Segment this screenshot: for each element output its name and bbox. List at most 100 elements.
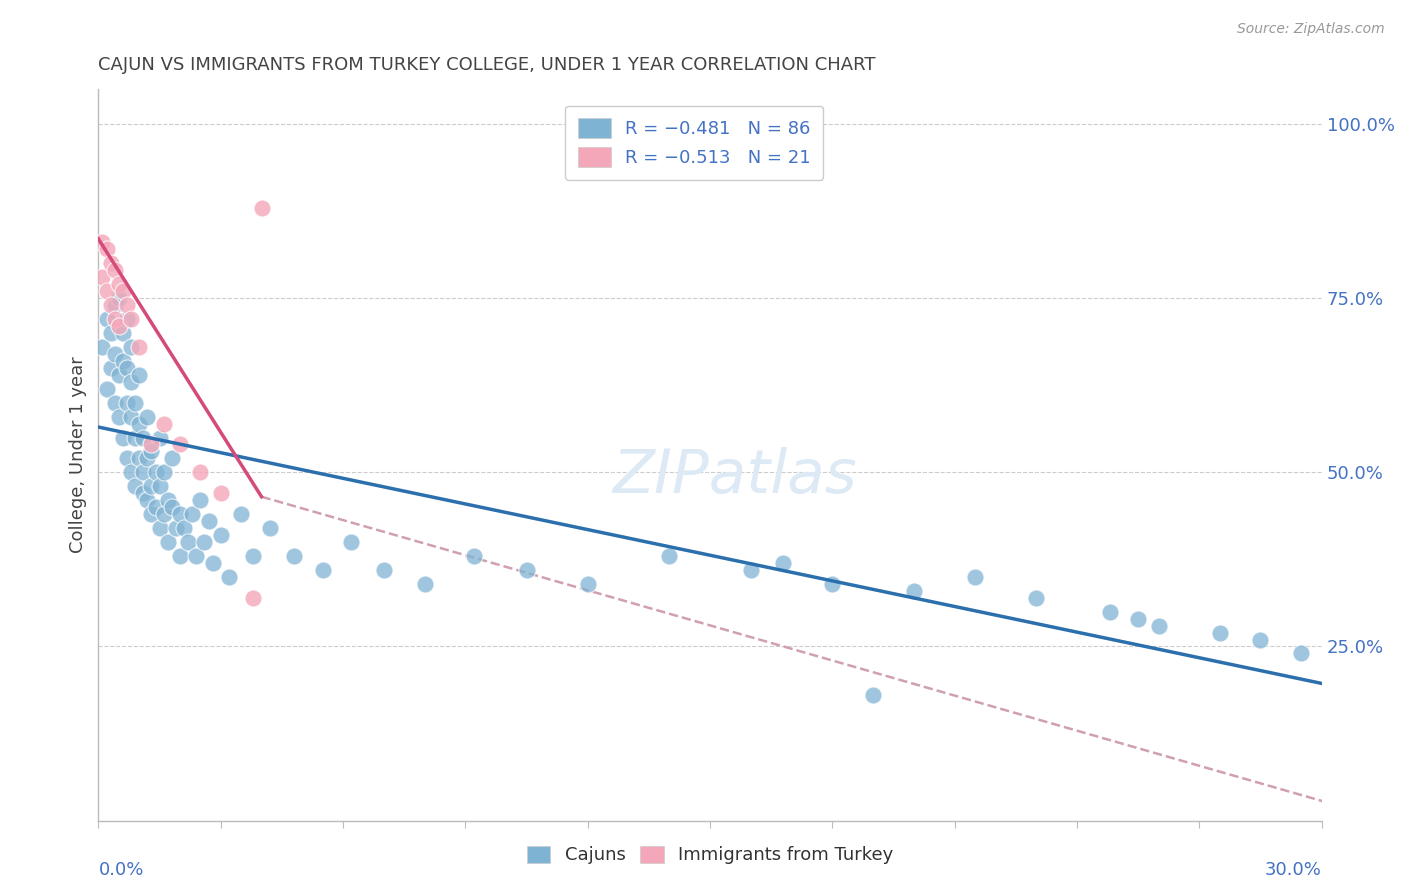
Point	[132, 486, 155, 500]
Point	[111, 430, 134, 444]
Point	[373, 563, 395, 577]
Point	[177, 535, 200, 549]
Point	[516, 563, 538, 577]
Point	[120, 340, 142, 354]
Point	[104, 312, 127, 326]
Legend: Cajuns, Immigrants from Turkey: Cajuns, Immigrants from Turkey	[520, 838, 900, 871]
Point	[209, 528, 232, 542]
Point	[108, 291, 131, 305]
Point	[115, 312, 138, 326]
Point	[132, 430, 155, 444]
Point	[156, 493, 179, 508]
Point	[903, 583, 925, 598]
Point	[111, 326, 134, 340]
Point	[111, 284, 134, 298]
Point	[149, 521, 172, 535]
Y-axis label: College, Under 1 year: College, Under 1 year	[69, 357, 87, 553]
Point	[283, 549, 305, 563]
Point	[181, 507, 204, 521]
Point	[169, 437, 191, 451]
Point	[120, 375, 142, 389]
Point	[169, 507, 191, 521]
Point	[120, 409, 142, 424]
Point	[165, 521, 187, 535]
Point	[96, 312, 118, 326]
Point	[108, 368, 131, 382]
Point	[111, 354, 134, 368]
Point	[104, 395, 127, 409]
Point	[201, 556, 224, 570]
Point	[141, 437, 163, 451]
Point	[145, 500, 167, 515]
Point	[231, 507, 253, 521]
Point	[149, 479, 172, 493]
Point	[128, 451, 150, 466]
Point	[128, 368, 150, 382]
Point	[152, 466, 174, 480]
Point	[141, 444, 163, 458]
Point	[91, 340, 114, 354]
Point	[242, 591, 264, 605]
Point	[115, 298, 138, 312]
Point	[100, 360, 122, 375]
Point	[821, 576, 844, 591]
Text: CAJUN VS IMMIGRANTS FROM TURKEY COLLEGE, UNDER 1 YEAR CORRELATION CHART: CAJUN VS IMMIGRANTS FROM TURKEY COLLEGE,…	[98, 56, 876, 74]
Point	[124, 479, 146, 493]
Point	[156, 535, 179, 549]
Text: 0.0%: 0.0%	[98, 861, 143, 879]
Point	[132, 466, 155, 480]
Point	[658, 549, 681, 563]
Point	[96, 284, 118, 298]
Point	[160, 500, 183, 515]
Point	[128, 340, 150, 354]
Point	[772, 556, 794, 570]
Point	[100, 326, 122, 340]
Point	[209, 486, 232, 500]
Point	[124, 430, 146, 444]
Point	[413, 576, 436, 591]
Text: Source: ZipAtlas.com: Source: ZipAtlas.com	[1237, 22, 1385, 37]
Point	[1291, 647, 1313, 661]
Point	[104, 347, 127, 361]
Point	[312, 563, 335, 577]
Point	[1128, 612, 1150, 626]
Text: ZIPatlas: ZIPatlas	[612, 448, 856, 507]
Point	[188, 466, 212, 480]
Point	[1147, 618, 1170, 632]
Point	[340, 535, 363, 549]
Point	[128, 417, 150, 431]
Point	[104, 263, 127, 277]
Point	[136, 451, 159, 466]
Point	[463, 549, 485, 563]
Point	[1098, 605, 1121, 619]
Point	[965, 570, 987, 584]
Point	[115, 360, 138, 375]
Point	[250, 201, 273, 215]
Point	[120, 466, 142, 480]
Point	[862, 688, 884, 702]
Point	[169, 549, 191, 563]
Point	[115, 451, 138, 466]
Text: 30.0%: 30.0%	[1265, 861, 1322, 879]
Point	[115, 395, 138, 409]
Point	[197, 514, 219, 528]
Point	[136, 409, 159, 424]
Point	[1025, 591, 1047, 605]
Point	[259, 521, 281, 535]
Point	[160, 451, 183, 466]
Point	[193, 535, 215, 549]
Point	[100, 256, 122, 270]
Point	[108, 319, 131, 334]
Point	[242, 549, 264, 563]
Point	[136, 493, 159, 508]
Point	[173, 521, 195, 535]
Point	[218, 570, 240, 584]
Point	[186, 549, 208, 563]
Point	[108, 277, 131, 292]
Point	[124, 395, 146, 409]
Point	[145, 466, 167, 480]
Point	[108, 409, 131, 424]
Point	[1209, 625, 1232, 640]
Point	[141, 479, 163, 493]
Point	[91, 270, 114, 285]
